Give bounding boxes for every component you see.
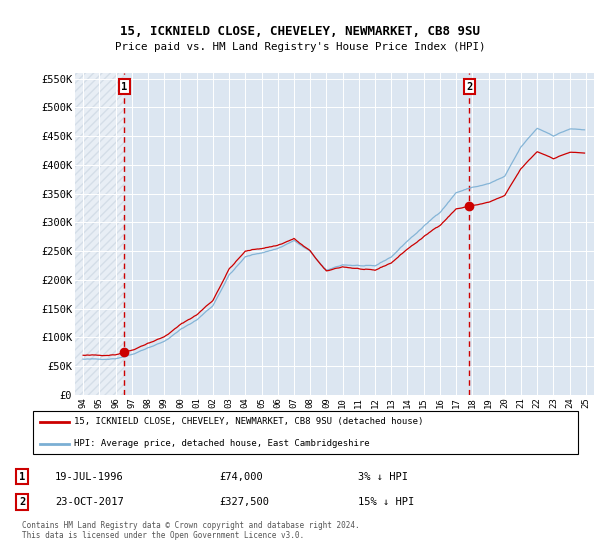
Text: 15, ICKNIELD CLOSE, CHEVELEY, NEWMARKET, CB8 9SU: 15, ICKNIELD CLOSE, CHEVELEY, NEWMARKET,… [120,25,480,38]
Text: 15, ICKNIELD CLOSE, CHEVELEY, NEWMARKET, CB8 9SU (detached house): 15, ICKNIELD CLOSE, CHEVELEY, NEWMARKET,… [74,417,424,426]
Text: Price paid vs. HM Land Registry's House Price Index (HPI): Price paid vs. HM Land Registry's House … [115,42,485,52]
Text: 1: 1 [121,82,128,92]
Text: Contains HM Land Registry data © Crown copyright and database right 2024.
This d: Contains HM Land Registry data © Crown c… [22,521,360,540]
Text: 23-OCT-2017: 23-OCT-2017 [55,497,124,507]
Text: 2: 2 [19,497,25,507]
FancyBboxPatch shape [33,410,578,455]
Text: HPI: Average price, detached house, East Cambridgeshire: HPI: Average price, detached house, East… [74,439,370,448]
Text: 3% ↓ HPI: 3% ↓ HPI [358,472,407,482]
Bar [75,73,124,395]
Text: 1: 1 [19,472,25,482]
Text: £74,000: £74,000 [220,472,263,482]
Text: 19-JUL-1996: 19-JUL-1996 [55,472,124,482]
Text: 2: 2 [466,82,472,92]
Text: 15% ↓ HPI: 15% ↓ HPI [358,497,414,507]
Text: £327,500: £327,500 [220,497,269,507]
